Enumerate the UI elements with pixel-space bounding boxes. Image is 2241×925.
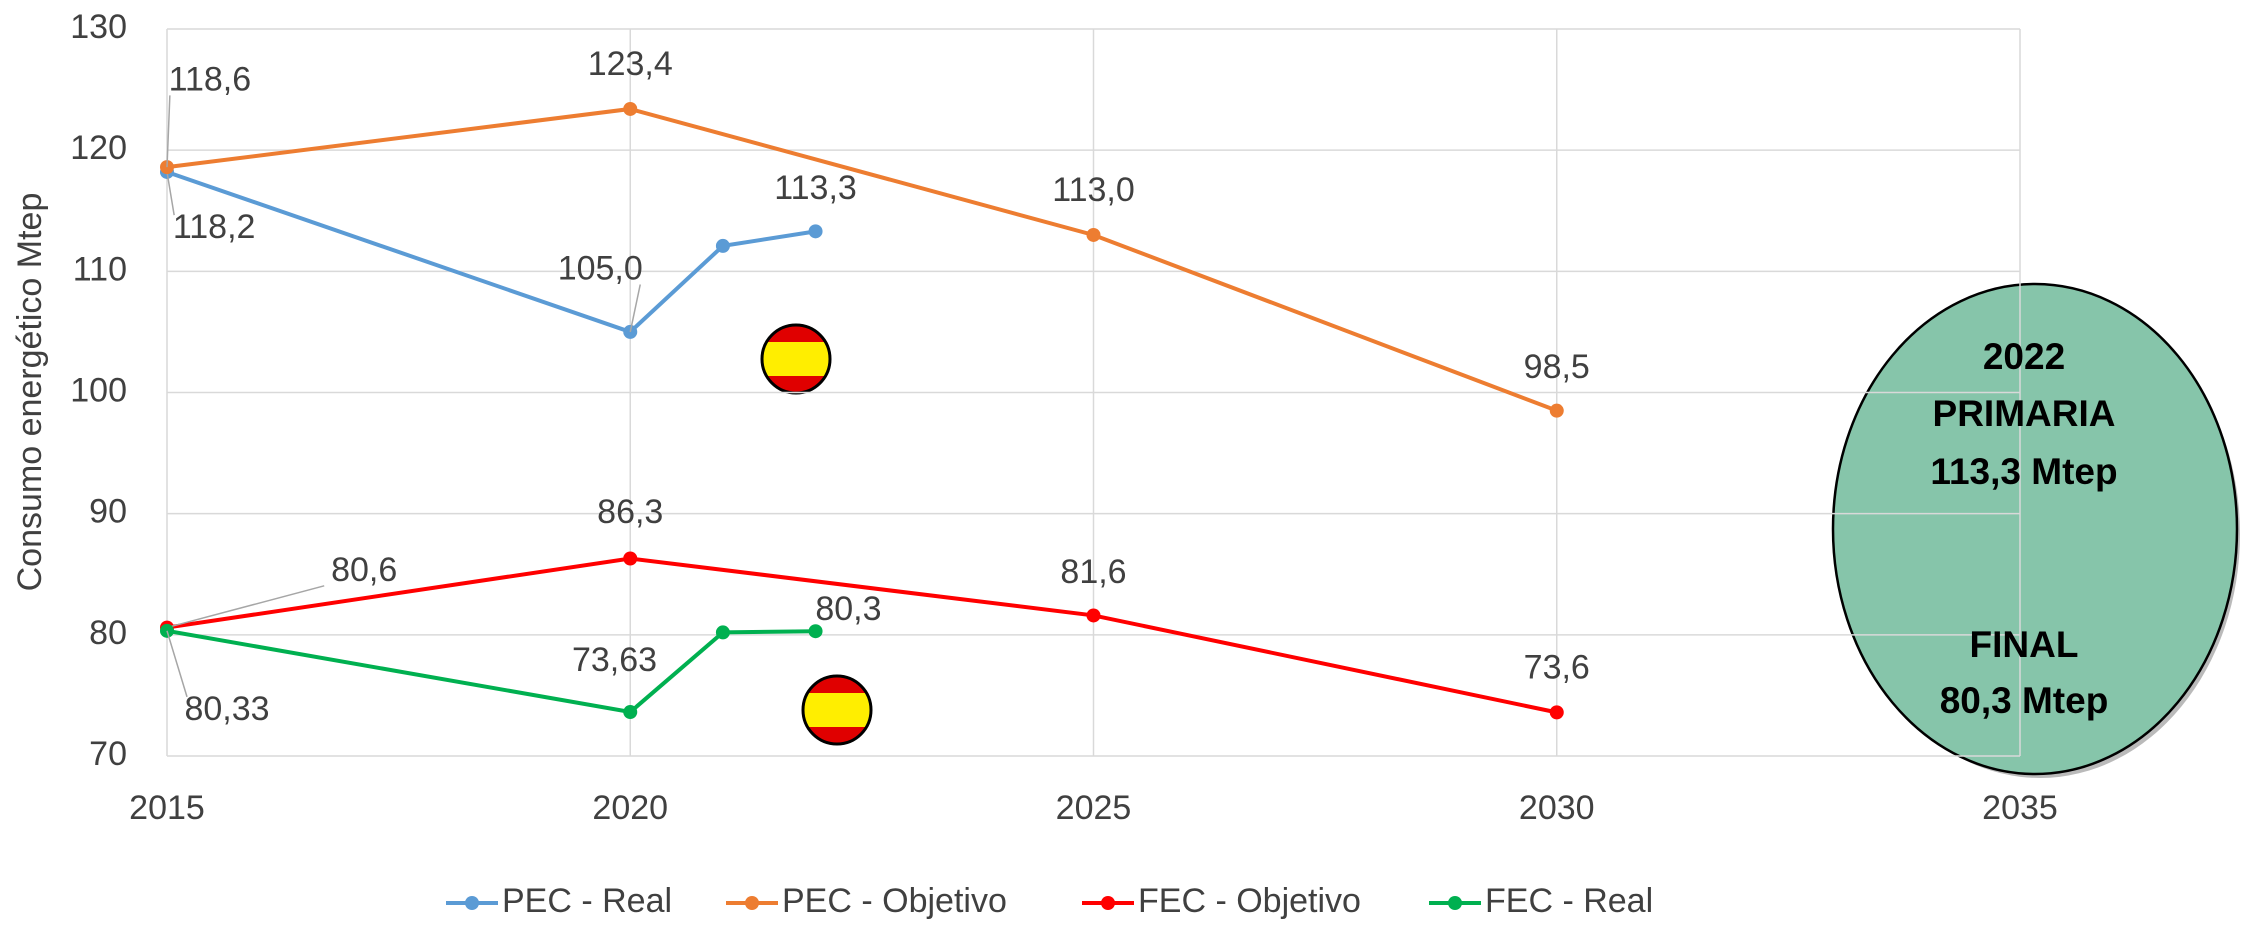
legend-marker	[1448, 896, 1462, 910]
series-line	[166, 170, 816, 335]
data-label: 73,63	[572, 641, 657, 679]
data-label: 105,0	[558, 249, 643, 287]
x-tick-label: 2025	[1056, 789, 1132, 827]
legend-label: FEC - Real	[1485, 882, 1653, 920]
data-label: 118,2	[173, 208, 256, 246]
x-tick-label: 2020	[592, 789, 668, 827]
legend-marker	[745, 896, 759, 910]
data-label: 113,0	[1052, 171, 1135, 209]
data-label: 73,6	[1524, 648, 1590, 686]
spain-flag	[801, 674, 873, 746]
data-label: 86,3	[597, 493, 663, 531]
data-label: 98,5	[1524, 348, 1590, 386]
point	[1549, 705, 1564, 720]
annotation: FINAL	[1970, 624, 2079, 665]
point	[623, 101, 638, 116]
annotation: 2022	[1983, 336, 2065, 377]
y-tick-label: 100	[70, 371, 127, 409]
y-tick-label: 80	[89, 614, 127, 652]
series-line	[166, 628, 816, 715]
point	[808, 624, 823, 639]
leader-line	[629, 284, 641, 333]
leader-line	[166, 171, 175, 216]
data-label: 80,33	[184, 690, 269, 728]
annotation: 113,3 Mtep	[1930, 451, 2117, 492]
legend-label: PEC - Objetivo	[782, 882, 1007, 920]
leader-line	[166, 95, 171, 168]
series-line	[166, 556, 1558, 715]
y-tick-label: 90	[89, 493, 127, 531]
y-axis-label: Consumo energético Mtep	[11, 193, 49, 592]
data-label: 80,6	[331, 551, 397, 589]
y-tick-label: 70	[89, 735, 127, 773]
series-line	[166, 106, 1558, 413]
point	[715, 238, 730, 253]
data-label: 123,4	[588, 45, 673, 83]
point	[715, 625, 730, 640]
data-label: 118,6	[169, 60, 252, 98]
y-tick-label: 120	[70, 129, 127, 167]
point	[623, 551, 638, 566]
legend-label: PEC - Real	[502, 882, 672, 920]
summary-bubble	[1831, 282, 2239, 776]
y-tick-label: 130	[70, 8, 127, 46]
data-label: 81,6	[1060, 553, 1126, 591]
leader-line	[166, 630, 188, 698]
legend-marker	[465, 896, 479, 910]
x-tick-label: 2035	[1982, 789, 2058, 827]
point	[808, 224, 823, 239]
annotation: 80,3 Mtep	[1940, 680, 2109, 721]
data-label: 113,3	[774, 169, 857, 207]
leader-line	[166, 585, 325, 629]
point	[623, 705, 638, 720]
point	[1086, 608, 1101, 623]
annotation: PRIMARIA	[1933, 393, 2116, 434]
x-tick-label: 2015	[129, 789, 205, 827]
legend-marker	[1101, 896, 1115, 910]
data-label: 80,3	[815, 590, 881, 628]
point	[1086, 227, 1101, 242]
y-tick-label: 110	[73, 250, 127, 288]
legend-label: FEC - Objetivo	[1138, 882, 1361, 920]
x-tick-label: 2030	[1519, 789, 1595, 827]
spain-flag	[760, 323, 832, 395]
point	[1549, 403, 1564, 418]
